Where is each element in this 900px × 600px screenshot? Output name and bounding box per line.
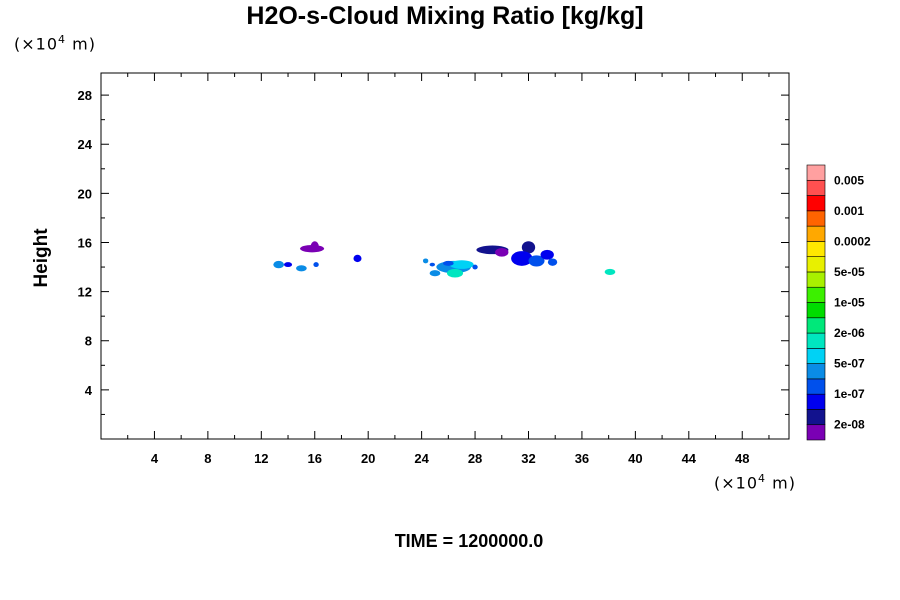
colorbar-label: 1e-05 — [834, 296, 865, 310]
colorbar-swatch — [806, 256, 826, 273]
colorbar-swatch — [806, 241, 826, 257]
y-unit-exponent: 4 — [58, 33, 67, 46]
x-tick-label: 4 — [151, 451, 159, 466]
cloud-blob — [313, 262, 319, 268]
y-tick-label: 16 — [78, 235, 92, 250]
x-tick-label: 32 — [521, 451, 535, 466]
cloud-blob — [429, 262, 435, 267]
colorbar-swatch — [806, 225, 826, 242]
cloud-blob — [511, 251, 533, 266]
cloud-blob — [284, 262, 293, 268]
colorbar-swatch — [806, 302, 826, 319]
plot-area — [100, 72, 790, 440]
y-unit-label: (×104 m) — [14, 33, 96, 53]
colorbar-swatch — [806, 378, 826, 395]
cloud-blob — [442, 260, 454, 266]
cloud-blob — [540, 249, 554, 260]
cloud-blob — [353, 254, 362, 263]
x-tick-label: 44 — [682, 451, 697, 466]
cloud-blob — [449, 260, 474, 269]
colorbar-swatch — [806, 164, 826, 181]
cloud-blob — [296, 265, 307, 272]
x-tick-label: 8 — [204, 451, 211, 466]
y-tick-label: 24 — [78, 137, 93, 152]
y-tick-label: 20 — [78, 186, 92, 201]
plot-frame — [100, 72, 790, 440]
colorbar-swatch — [806, 363, 826, 380]
colorbar-label: 2e-08 — [834, 418, 865, 432]
x-tick-label: 48 — [735, 451, 749, 466]
y-unit-suffix: m) — [66, 34, 96, 54]
colorbar-swatch — [806, 179, 826, 196]
colorbar-swatch — [806, 286, 826, 303]
colorbar-swatch — [806, 195, 826, 212]
y-tick-label: 8 — [85, 334, 92, 349]
colorbar-swatch — [806, 271, 826, 288]
x-unit-label: (×104 m) — [714, 472, 796, 492]
colorbar-label: 1e-07 — [834, 387, 865, 401]
colorbar-label: 2e-06 — [834, 326, 865, 340]
colorbar-label: 0.005 — [834, 173, 864, 187]
colorbar-label: 0.001 — [834, 204, 864, 218]
y-tick-label: 28 — [78, 88, 92, 103]
colorbar-swatch — [806, 332, 826, 349]
cloud-blob — [521, 241, 536, 254]
colorbar-label: 5e-05 — [834, 265, 865, 279]
cloud-blob — [429, 270, 441, 277]
colorbar-label: 0.0002 — [834, 234, 871, 248]
cloud-blob — [547, 258, 558, 266]
chart-title: H2O-s-Cloud Mixing Ratio [kg/kg] — [246, 2, 644, 30]
x-tick-label: 36 — [575, 451, 589, 466]
cloud-blob — [604, 268, 616, 276]
colorbar: 2e-08 1e-07 5e-07 2e-06 1e-05 5e-05 0.0002 0.00… — [806, 164, 871, 441]
y-tick-label: 4 — [85, 383, 93, 398]
x-tick-label: 24 — [414, 451, 429, 466]
x-tick-label: 20 — [361, 451, 375, 466]
y-unit-prefix: (×10 — [14, 34, 59, 54]
cloud-blob — [273, 260, 285, 269]
cloud-blob — [495, 248, 509, 257]
x-tick-label: 16 — [308, 451, 322, 466]
colorbar-label: 5e-07 — [834, 357, 865, 371]
colorbar-swatch — [806, 210, 826, 227]
cloud-blob — [528, 255, 545, 267]
y-tick-label: 12 — [78, 285, 92, 300]
x-tick-label: 12 — [254, 451, 268, 466]
colorbar-swatch — [806, 424, 826, 441]
x-unit-prefix: (×10 — [714, 473, 759, 493]
time-label: TIME = 1200000.0 — [394, 531, 544, 551]
x-unit-exponent: 4 — [758, 472, 767, 485]
cloud-blob — [472, 264, 478, 270]
cloud-blob — [310, 241, 319, 252]
colorbar-swatch — [806, 348, 826, 364]
x-tick-label: 40 — [628, 451, 642, 466]
cloud-blob — [422, 258, 429, 264]
x-tick-label: 28 — [468, 451, 482, 466]
colorbar-swatch — [806, 393, 826, 410]
cloud-blob — [447, 268, 464, 278]
cloud-field — [273, 241, 616, 278]
colorbar-swatch — [806, 409, 826, 426]
x-unit-suffix: m) — [766, 473, 796, 493]
colorbar-swatch — [806, 317, 826, 334]
